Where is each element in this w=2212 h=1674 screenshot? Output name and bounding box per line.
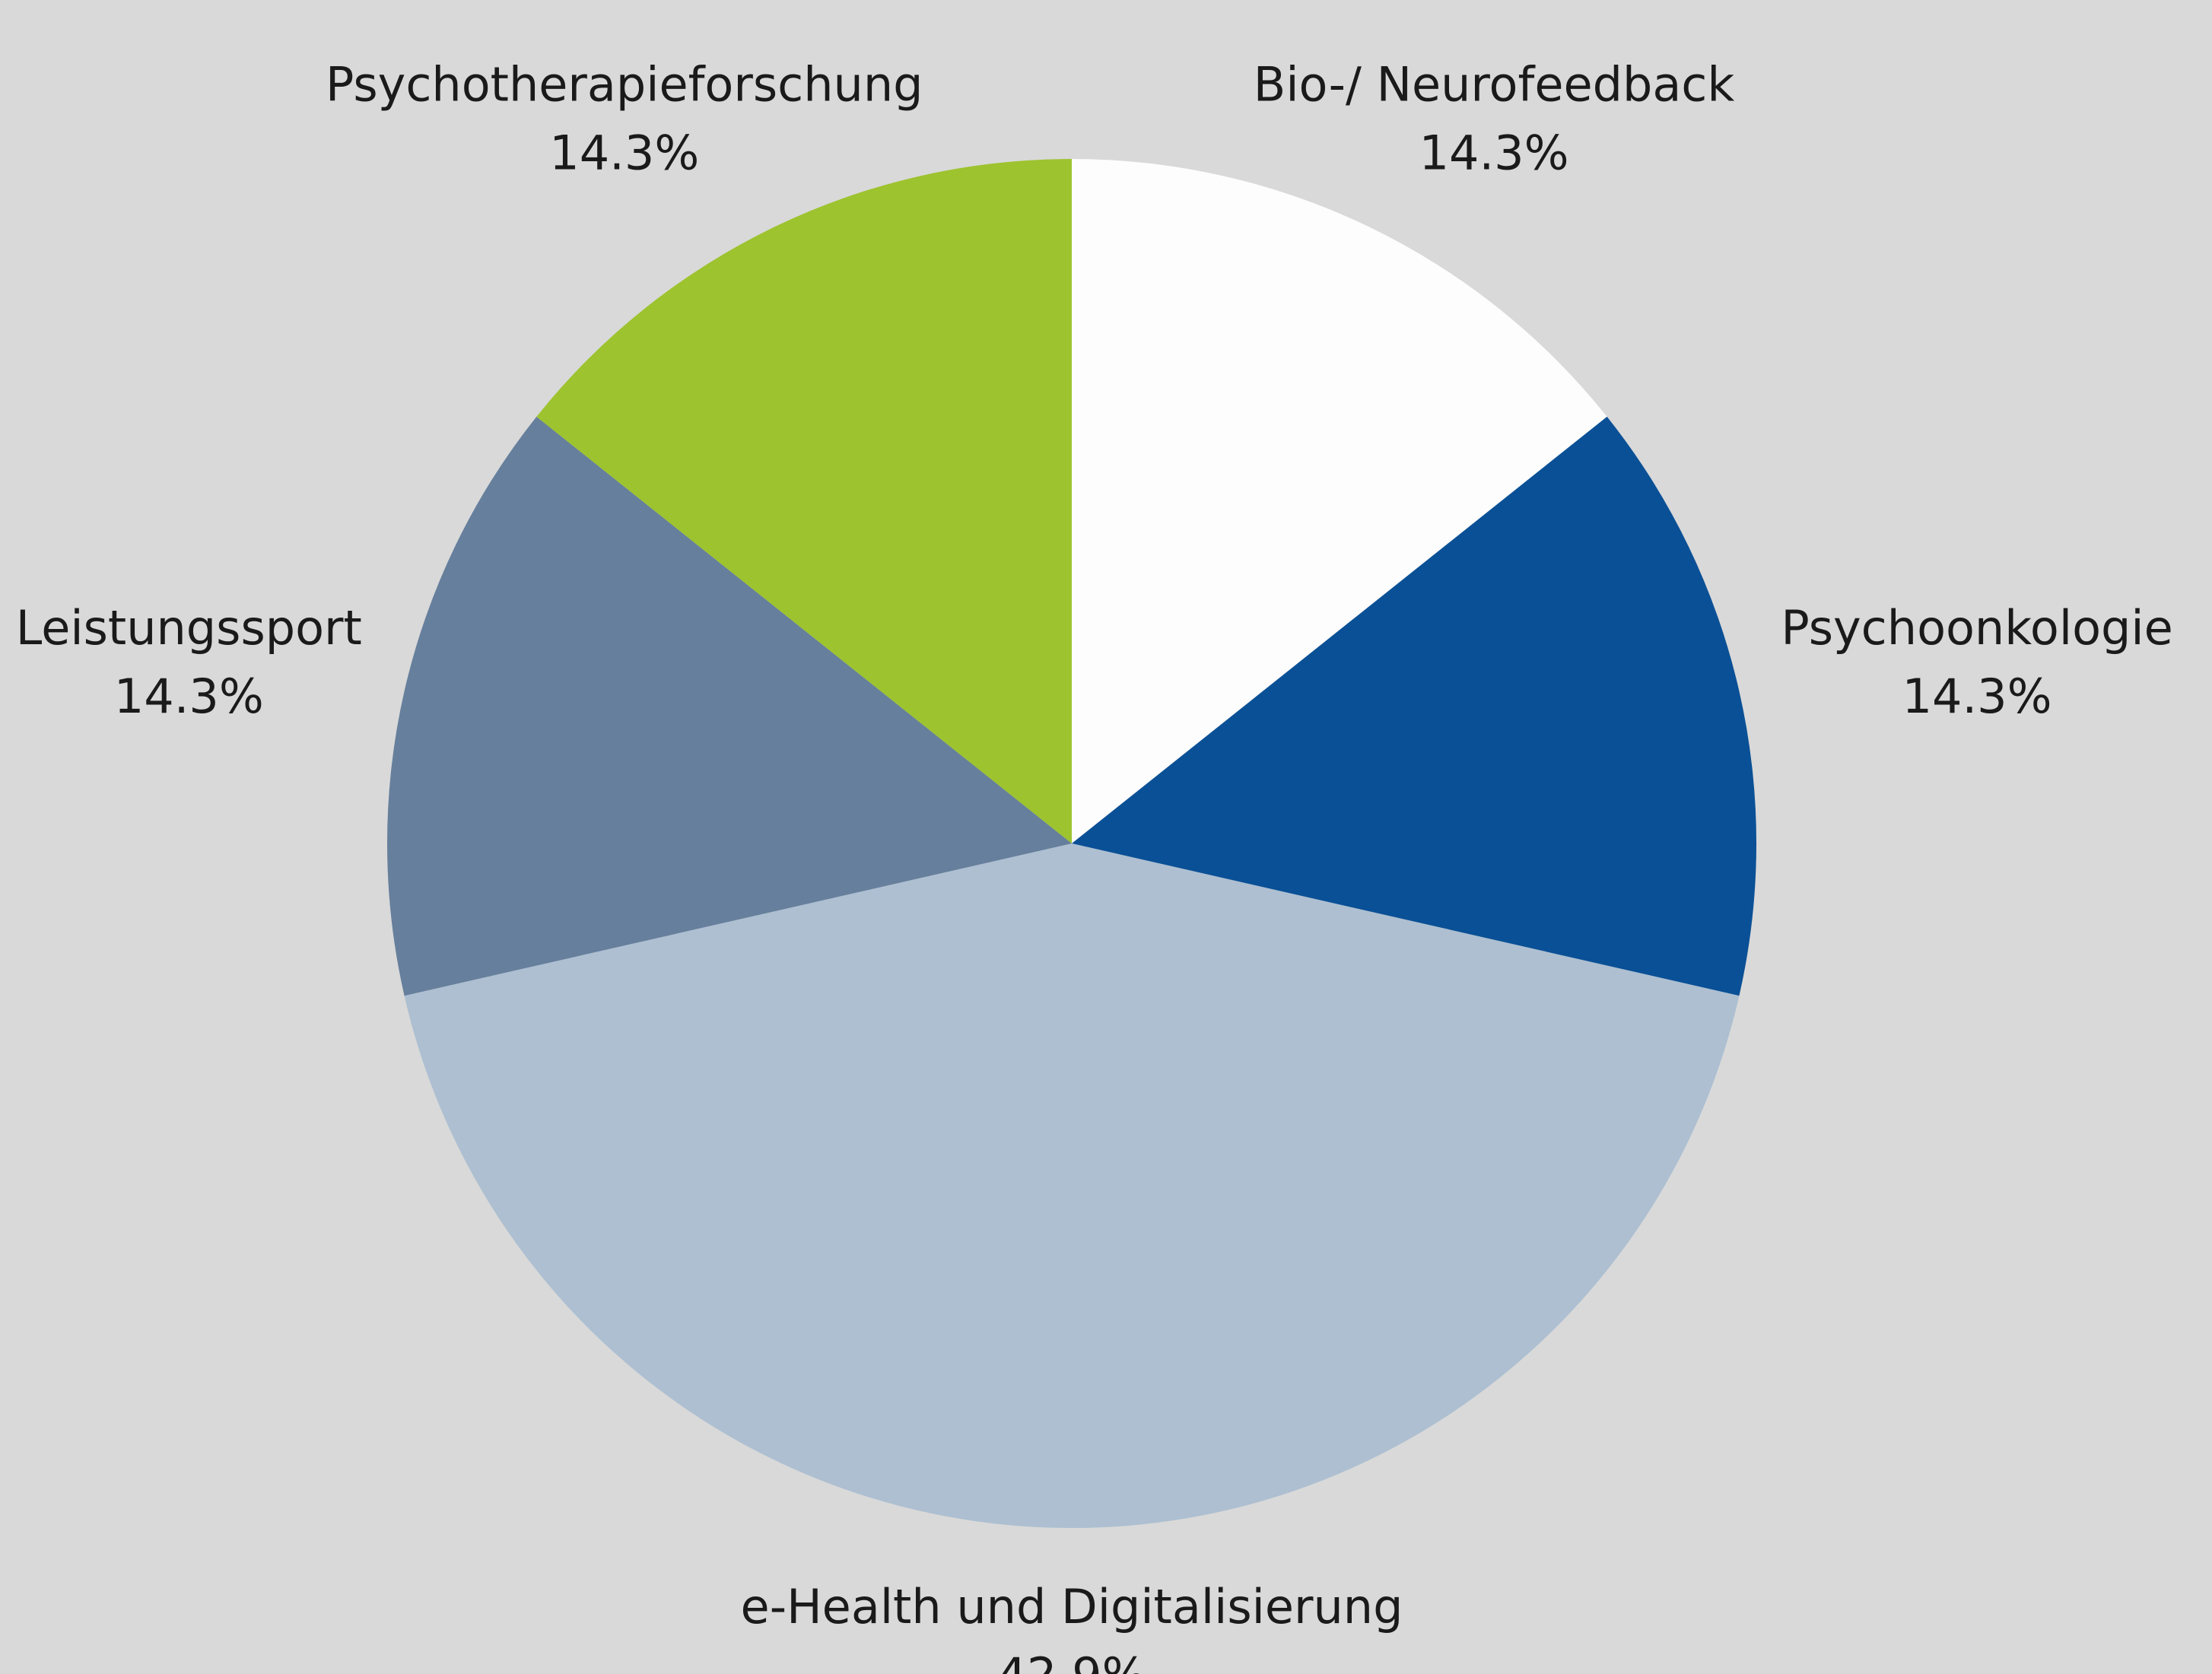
slice-value-label: 42.9% [997, 1647, 1147, 1674]
slice-value-label: 14.3% [1419, 125, 1569, 180]
pie-slice [536, 159, 1072, 843]
slice-label: Psychoonkologie [1781, 600, 2172, 656]
slice-value-label: 14.3% [549, 125, 699, 180]
slice-label: e-Health und Digitalisierung [741, 1579, 1403, 1634]
slice-value-label: 14.3% [114, 669, 264, 724]
slice-label: Bio-/ Neurofeedback [1254, 56, 1735, 112]
pie-slice [387, 416, 1072, 996]
pie-slice [404, 843, 1740, 1528]
slice-value-label: 14.3% [1902, 669, 2052, 724]
slice-label: Psychotherapieforschung [326, 56, 923, 112]
pie-slice [1072, 416, 1756, 996]
slice-label: Leistungssport [16, 600, 362, 656]
pie-slice [1072, 159, 1607, 843]
